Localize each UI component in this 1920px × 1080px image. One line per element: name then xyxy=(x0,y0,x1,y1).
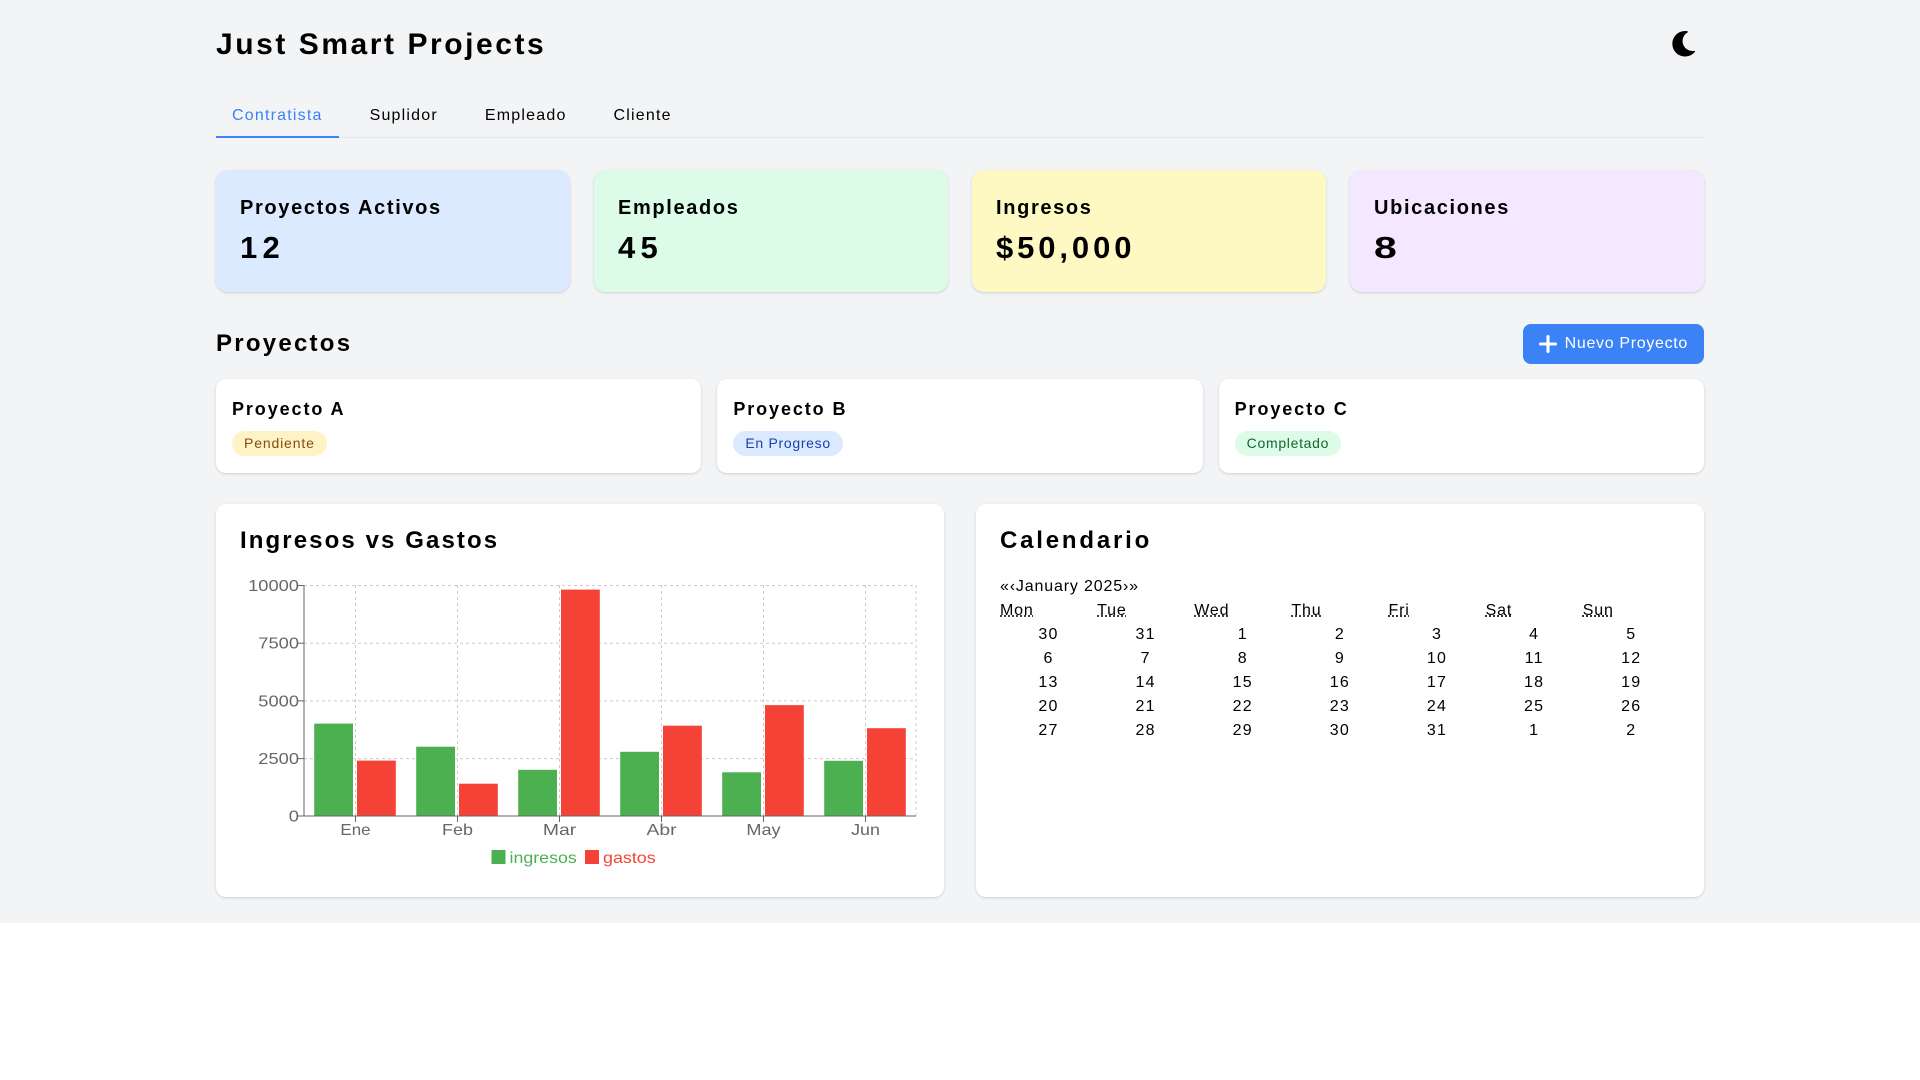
svg-text:5000: 5000 xyxy=(258,693,299,710)
svg-text:May: May xyxy=(746,822,780,839)
svg-text:7500: 7500 xyxy=(258,635,299,652)
svg-text:gastos: gastos xyxy=(603,850,656,867)
svg-text:10000: 10000 xyxy=(248,578,299,595)
svg-text:0: 0 xyxy=(289,808,299,825)
svg-text:2500: 2500 xyxy=(258,751,299,768)
svg-text:Jun: Jun xyxy=(851,822,880,839)
svg-text:ingresos: ingresos xyxy=(510,850,577,867)
svg-text:Ene: Ene xyxy=(340,822,370,839)
svg-text:Feb: Feb xyxy=(442,822,473,839)
svg-text:Mar: Mar xyxy=(543,822,577,839)
svg-text:Abr: Abr xyxy=(647,822,678,839)
